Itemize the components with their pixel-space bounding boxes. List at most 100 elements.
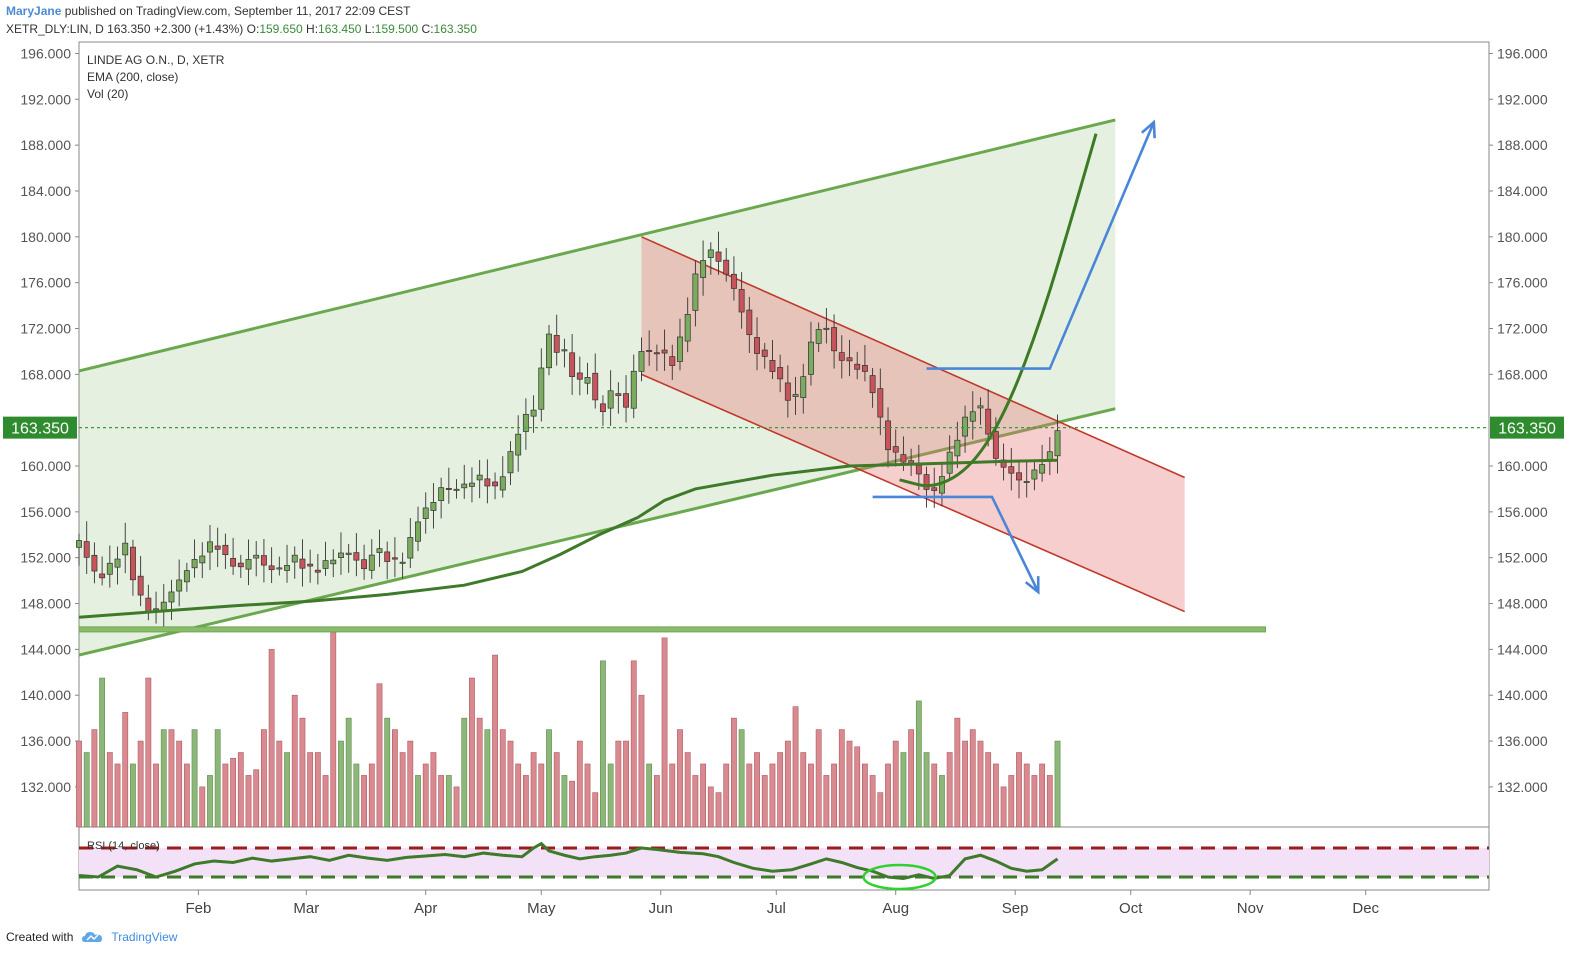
candle-body xyxy=(145,597,152,612)
y-tick-right: 160.000 xyxy=(1497,458,1548,474)
candle-body xyxy=(222,544,229,556)
y-tick-left: 168.000 xyxy=(20,366,71,382)
low-label: L: xyxy=(364,22,375,36)
candle-body xyxy=(230,558,237,567)
volume-bar xyxy=(469,677,475,828)
volume-bar xyxy=(1000,786,1007,828)
candle-body xyxy=(808,341,814,375)
candle-body xyxy=(900,454,907,463)
volume-bar xyxy=(630,660,637,828)
y-tick-right: 192.000 xyxy=(1497,91,1548,107)
footer: Created with TradingView xyxy=(6,930,177,944)
volume-bar xyxy=(615,740,622,828)
candle-body xyxy=(954,439,961,457)
symbol-bar: XETR_DLY:LIN, D 163.350 +2.300 (+1.43%) … xyxy=(6,22,477,37)
candle-body xyxy=(669,356,676,366)
y-tick-left: 152.000 xyxy=(20,550,71,566)
candle-body xyxy=(361,559,368,570)
volume-bar xyxy=(376,683,383,828)
tradingview-cloud-icon xyxy=(82,932,103,942)
price-label-left-bg xyxy=(3,416,77,439)
y-tick-right: 184.000 xyxy=(1497,183,1548,199)
y-tick-left: 136.000 xyxy=(20,733,71,749)
candle-body xyxy=(253,554,260,559)
volume-bar xyxy=(530,752,537,828)
y-tick-left: 140.000 xyxy=(20,687,71,703)
candle-body xyxy=(330,559,337,565)
candle-body xyxy=(723,259,730,275)
candle-body xyxy=(800,376,807,398)
breakout-path xyxy=(926,121,1156,370)
volume-bar xyxy=(430,752,437,828)
volume-bar xyxy=(507,740,514,828)
volume-bar xyxy=(484,729,491,828)
candle-body xyxy=(176,579,183,592)
volume-bar xyxy=(191,729,198,828)
candle-body xyxy=(646,349,653,352)
candle-body xyxy=(515,433,522,456)
volume-bar xyxy=(985,752,992,828)
volume-bar xyxy=(962,740,968,828)
volume-bar xyxy=(438,775,445,828)
y-tick-right: 188.000 xyxy=(1497,137,1548,153)
candle-body xyxy=(877,388,884,418)
y-tick-right: 152.000 xyxy=(1497,550,1548,566)
volume-bar xyxy=(600,660,606,828)
candle-body xyxy=(707,249,714,258)
volume-bar xyxy=(646,763,653,828)
volume-bar xyxy=(777,752,784,828)
volume-bar xyxy=(738,729,745,828)
candle-body xyxy=(522,413,529,432)
candle-body xyxy=(553,334,560,353)
candle-body xyxy=(738,289,745,313)
candle-body xyxy=(1031,469,1038,480)
candle-body xyxy=(214,545,221,550)
y-tick-right: 172.000 xyxy=(1497,320,1548,336)
volume-bar xyxy=(237,752,244,828)
publisher-name[interactable]: MaryJane xyxy=(6,4,62,18)
legend-vol: Vol (20) xyxy=(87,87,128,101)
footer-brand[interactable]: TradingView xyxy=(111,930,178,944)
volume-bar xyxy=(492,654,498,828)
candle-body xyxy=(576,372,583,380)
candle-body xyxy=(368,554,375,571)
red-channel-lower xyxy=(641,373,1185,613)
volume-bar xyxy=(538,763,545,828)
volume-bar xyxy=(445,775,452,828)
rsi-highlight-ellipse xyxy=(862,863,937,891)
candle-body xyxy=(623,393,629,408)
candle-body xyxy=(992,431,999,459)
price-change: +2.300 (+1.43%) xyxy=(153,22,244,36)
candle-body xyxy=(106,562,113,575)
red-channel-fill xyxy=(641,236,1185,612)
volume-bar xyxy=(1046,775,1053,828)
volume-bar xyxy=(345,717,352,828)
volume-bar xyxy=(384,717,391,828)
y-tick-left: 184.000 xyxy=(20,183,71,199)
candle-body xyxy=(653,352,660,355)
volume-bar xyxy=(707,786,714,828)
candle-body xyxy=(561,349,568,352)
volume-bar xyxy=(499,729,506,828)
y-tick-left: 176.000 xyxy=(20,275,71,291)
y-tick-right: 156.000 xyxy=(1497,504,1548,520)
candle-body xyxy=(384,551,391,562)
y-tick-left: 180.000 xyxy=(20,229,71,245)
candle-body xyxy=(260,555,267,566)
y-tick-left: 144.000 xyxy=(20,641,71,657)
candle-body xyxy=(661,349,668,354)
y-tick-left: 188.000 xyxy=(20,137,71,153)
candle-body xyxy=(823,327,830,330)
volume-bar xyxy=(939,775,945,828)
candle-body xyxy=(715,251,722,262)
volume-bar xyxy=(908,729,915,828)
volume-bar xyxy=(253,769,260,828)
volume-bar xyxy=(307,752,314,828)
candle-body xyxy=(445,487,452,490)
candle-body xyxy=(469,482,475,487)
y-tick-right: 176.000 xyxy=(1497,275,1548,291)
volume-bar xyxy=(338,740,344,828)
x-tick-label: May xyxy=(527,900,556,917)
candle-body xyxy=(476,474,483,481)
